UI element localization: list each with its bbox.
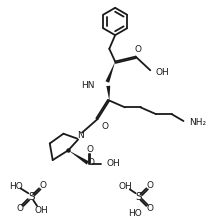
Text: O: O	[16, 204, 23, 213]
Text: O: O	[86, 145, 93, 154]
Text: N: N	[77, 131, 83, 140]
Text: O: O	[87, 158, 94, 168]
Polygon shape	[106, 86, 110, 101]
Text: O: O	[147, 204, 154, 213]
Text: HO: HO	[128, 209, 141, 218]
Text: O: O	[147, 181, 154, 190]
Text: HN: HN	[81, 81, 95, 90]
Polygon shape	[106, 61, 115, 83]
Text: NH₂: NH₂	[189, 118, 206, 128]
Text: OH: OH	[106, 159, 120, 168]
Text: O: O	[102, 122, 109, 131]
Text: HO: HO	[9, 182, 23, 191]
Text: OH: OH	[34, 206, 48, 215]
Text: S: S	[135, 192, 142, 202]
Text: O: O	[134, 45, 141, 54]
Text: OH: OH	[118, 182, 132, 191]
Text: S: S	[28, 192, 34, 202]
Text: O: O	[40, 181, 46, 190]
Polygon shape	[68, 150, 89, 165]
Text: OH: OH	[155, 68, 169, 77]
